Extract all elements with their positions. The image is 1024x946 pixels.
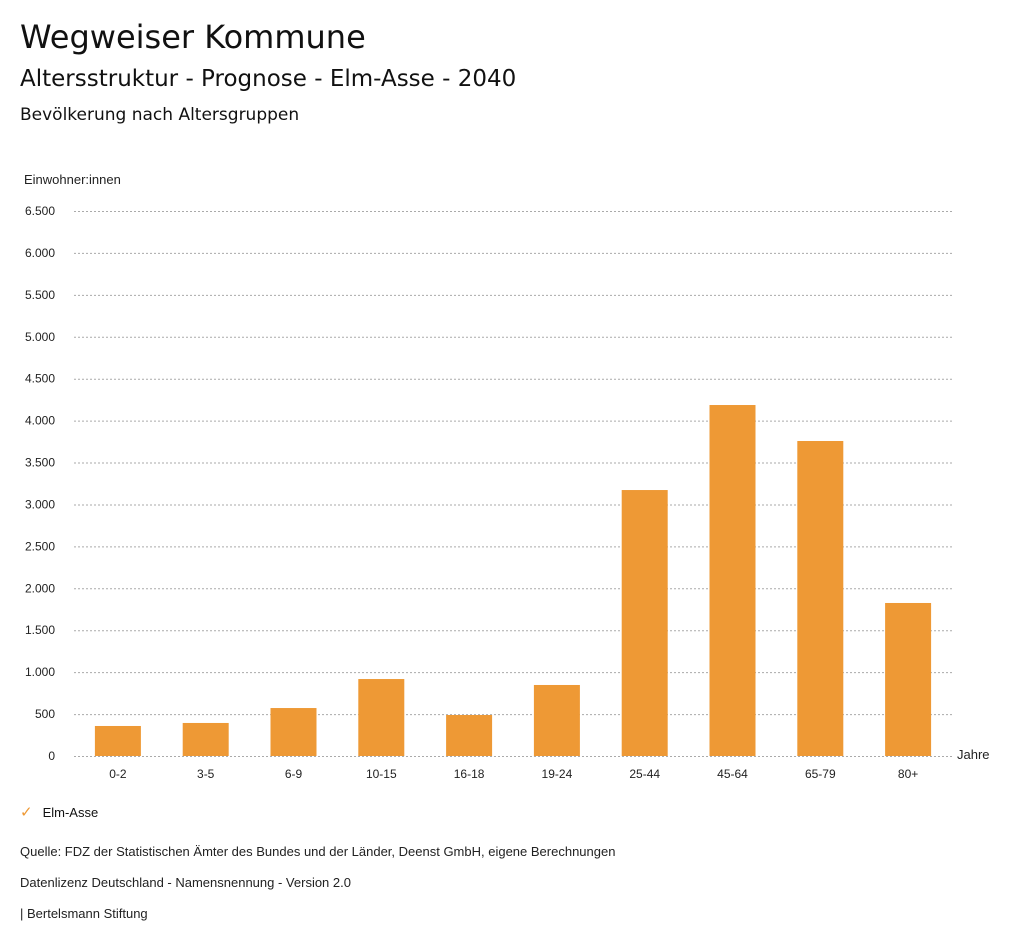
x-tick-label: 6-9 [285,767,303,781]
y-tick-label: 0 [48,749,55,763]
legend-label: Elm-Asse [42,804,99,820]
source-text: Quelle: FDZ der Statistischen Ämter des … [20,844,616,859]
check-icon: ✓ [20,804,33,821]
bar-25-44 [621,490,668,756]
x-tick-label: 10-15 [366,767,397,781]
license-text: Datenlizenz Deutschland - Namensnennung … [20,875,351,890]
x-axis-label: Jahre [957,747,990,762]
bar-10-15 [358,679,405,756]
y-tick-label: 6.000 [25,246,55,260]
y-tick-label: 5.000 [25,330,55,344]
chart-title: Bevölkerung nach Altersgruppen [20,105,300,125]
y-tick-label: 1.000 [25,665,55,679]
x-tick-label: 16-18 [454,767,485,781]
y-tick-label: 3.500 [25,456,55,470]
legend-item-elm-asse[interactable]: ✓ Elm-Asse [20,803,98,821]
bar-65-79 [797,440,844,756]
x-tick-label: 3-5 [197,767,215,781]
x-tick-label: 65-79 [805,767,836,781]
x-tick-label: 45-64 [717,767,748,781]
y-tick-label: 5.500 [25,288,55,302]
y-tick-label: 2.500 [25,539,55,553]
app-title: Wegweiser Kommune [20,18,366,56]
bar-19-24 [533,684,580,756]
x-tick-label: 25-44 [629,767,660,781]
y-tick-label: 4.000 [25,414,55,428]
y-tick-label: 4.500 [25,372,55,386]
bar-0-2 [94,725,141,756]
bar-16-18 [446,714,493,756]
y-tick-label: 1.500 [25,623,55,637]
bar-80+ [885,602,932,756]
page-subtitle: Altersstruktur - Prognose - Elm-Asse - 2… [20,66,517,92]
x-tick-label: 80+ [898,767,918,781]
bar-chart: 0 500 1.000 1.500 2.000 2.500 3.000 3.500 4.000 4… [25,204,990,781]
y-axis-label: Einwohner:innen [24,172,121,187]
y-tick-label: 6.500 [25,204,55,218]
bar-3-5 [182,722,229,756]
bar-45-64 [709,405,756,756]
y-tick-label: 500 [35,707,55,721]
x-tick-label: 0-2 [109,767,127,781]
bar-6-9 [270,708,317,756]
y-tick-label: 3.000 [25,497,55,511]
credit-text: | Bertelsmann Stiftung [20,906,148,921]
y-tick-label: 2.000 [25,581,55,595]
x-tick-label: 19-24 [542,767,573,781]
